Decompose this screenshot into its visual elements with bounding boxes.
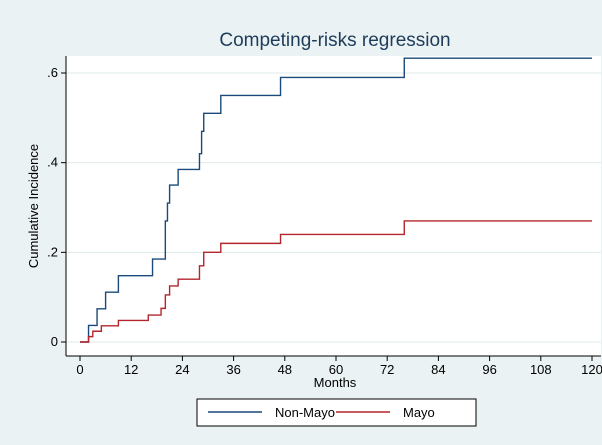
x-tick-label: 120: [581, 362, 602, 377]
series-line-non-mayo: [80, 57, 592, 343]
x-axis: 0 12 24 36 48 60 72 84 96 108 120: [66, 355, 602, 377]
x-tick-label: 108: [530, 362, 552, 377]
x-tick-label: 96: [482, 362, 496, 377]
y-tick-label: .6: [47, 65, 58, 80]
x-tick-label: 12: [124, 362, 138, 377]
x-tick-label: 24: [175, 362, 189, 377]
x-tick-label: 84: [431, 362, 445, 377]
x-tick-label: 36: [226, 362, 240, 377]
series-line-mayo: [80, 220, 592, 343]
x-tick-label: 72: [380, 362, 394, 377]
y-axis-label: Cumulative Incidence: [26, 144, 41, 268]
x-tick-label: 0: [76, 362, 83, 377]
chart-title: Competing-risks regression: [219, 30, 450, 51]
plot-area: [66, 56, 601, 356]
legend: Non-Mayo Mayo: [196, 398, 477, 427]
y-axis: 0 .2 .4 .6: [47, 56, 67, 356]
grid-lines: [66, 72, 601, 343]
x-tick-label: 60: [329, 362, 343, 377]
legend-label: Non-Mayo: [275, 405, 335, 420]
legend-label: Mayo: [403, 405, 435, 420]
y-tick-label: .4: [47, 155, 58, 170]
y-tick-label: .2: [47, 244, 58, 259]
y-tick-label: 0: [51, 334, 58, 349]
x-tick-label: 48: [278, 362, 292, 377]
x-axis-label: Months: [314, 375, 357, 390]
series-layer: [80, 57, 592, 343]
